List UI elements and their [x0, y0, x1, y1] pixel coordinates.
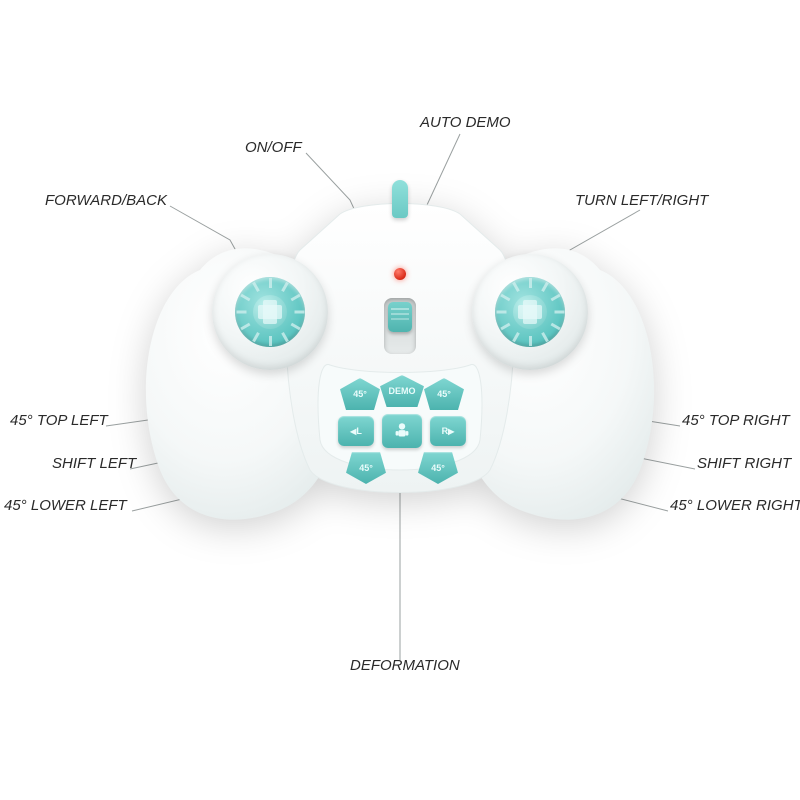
label-on-off: ON/OFF [245, 139, 302, 156]
label-auto-demo: AUTO DEMO [420, 114, 511, 131]
label-shift-left: SHIFT LEFT [52, 455, 136, 472]
robot-icon [391, 420, 413, 442]
label-deformation: DEFORMATION [350, 657, 460, 674]
power-led-icon [394, 268, 406, 280]
btn-label: L [356, 426, 362, 436]
btn-label: DEMO [389, 386, 416, 396]
btn-label: 45° [359, 463, 373, 473]
shift-right-button[interactable]: R▶ [430, 416, 466, 446]
antenna-icon [392, 180, 408, 218]
btn-label: 45° [353, 389, 367, 399]
label-45-top-left: 45° TOP LEFT [10, 412, 108, 429]
shift-left-button[interactable]: ◀L [338, 416, 374, 446]
controller-body: 45° DEMO 45° ◀L R▶ 45° 45° [140, 210, 660, 530]
btn-label: 45° [437, 389, 451, 399]
btn-label: 45° [431, 463, 445, 473]
label-45-top-right: 45° TOP RIGHT [682, 412, 790, 429]
power-switch[interactable] [384, 298, 416, 354]
label-45-lower-left: 45° LOWER LEFT [4, 497, 127, 514]
left-joystick[interactable] [210, 252, 330, 372]
deformation-button[interactable] [382, 414, 422, 448]
label-45-lower-right: 45° LOWER RIGHT [670, 497, 800, 514]
label-shift-right: SHIFT RIGHT [697, 455, 791, 472]
right-joystick[interactable] [470, 252, 590, 372]
